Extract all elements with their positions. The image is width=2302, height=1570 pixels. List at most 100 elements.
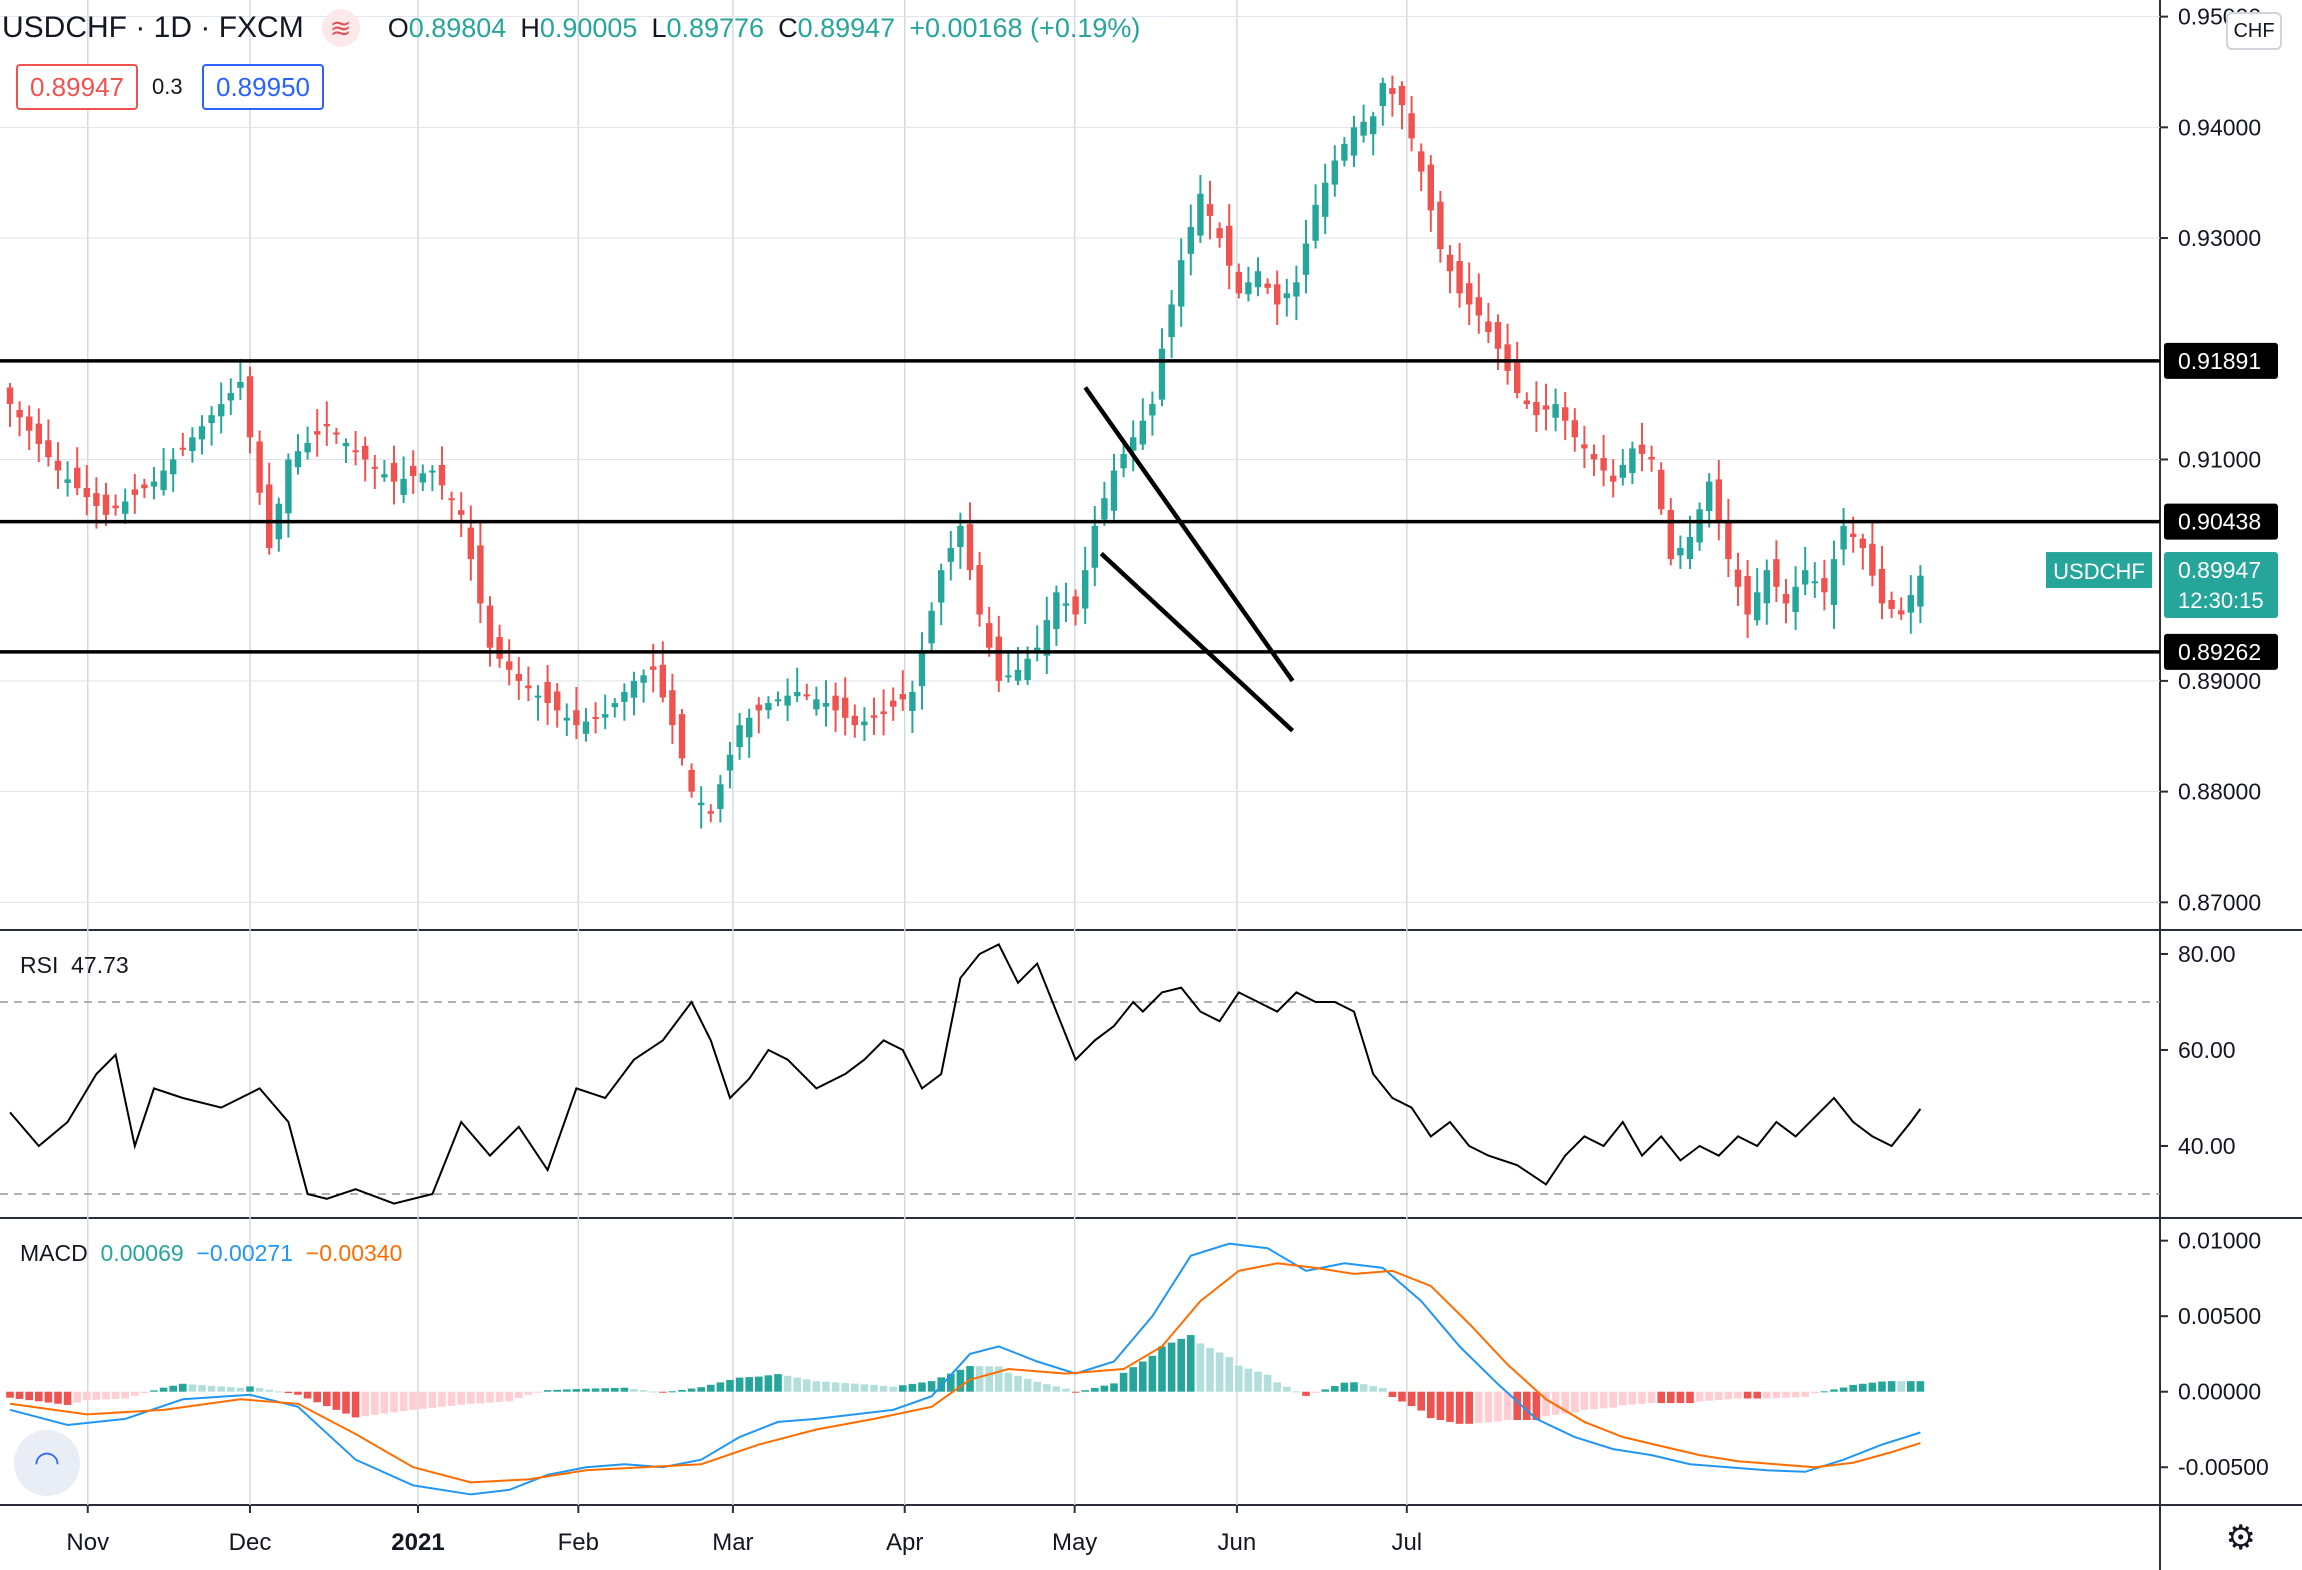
candle-body[interactable]: [1322, 182, 1329, 217]
candle-body[interactable]: [1696, 509, 1703, 543]
candle-body[interactable]: [150, 481, 158, 487]
candle-body[interactable]: [957, 525, 964, 548]
candle-body[interactable]: [1235, 271, 1242, 294]
candle-body[interactable]: [1648, 456, 1655, 460]
candle-body[interactable]: [659, 664, 666, 698]
candle-body[interactable]: [1187, 226, 1194, 254]
candle-body[interactable]: [160, 470, 167, 491]
candle-body[interactable]: [1658, 469, 1665, 510]
candle-body[interactable]: [256, 441, 263, 493]
candle-body[interactable]: [1754, 592, 1761, 621]
candle-body[interactable]: [563, 717, 570, 721]
candle-body[interactable]: [832, 695, 839, 711]
candle-body[interactable]: [707, 811, 714, 814]
sell-price-button[interactable]: 0.89947: [16, 64, 138, 110]
candle-body[interactable]: [64, 479, 71, 483]
candle-body[interactable]: [1197, 193, 1204, 236]
candle-body[interactable]: [381, 474, 388, 478]
candle-body[interactable]: [1811, 581, 1818, 584]
candle-body[interactable]: [669, 690, 676, 726]
candle-body[interactable]: [1840, 525, 1847, 550]
candle-body[interactable]: [1091, 525, 1098, 568]
candle-body[interactable]: [429, 470, 436, 473]
candle-body[interactable]: [909, 691, 916, 711]
candle-body[interactable]: [1898, 610, 1905, 615]
candle-body[interactable]: [1859, 538, 1866, 549]
candle-body[interactable]: [1101, 498, 1108, 520]
candle-body[interactable]: [352, 450, 359, 453]
candle-body[interactable]: [122, 501, 129, 514]
candle-body[interactable]: [861, 721, 868, 726]
candle-body[interactable]: [890, 700, 897, 707]
candle-body[interactable]: [774, 699, 782, 702]
candle-body[interactable]: [102, 494, 110, 515]
candle-body[interactable]: [698, 802, 705, 806]
candle-body[interactable]: [83, 487, 90, 498]
candle-body[interactable]: [1274, 284, 1281, 305]
candle-body[interactable]: [765, 703, 772, 711]
candle-body[interactable]: [1283, 293, 1290, 299]
trendline[interactable]: [1099, 551, 1295, 733]
candle-body[interactable]: [525, 685, 532, 689]
candle-body[interactable]: [928, 610, 935, 644]
candle-body[interactable]: [1485, 321, 1492, 333]
candle-body[interactable]: [938, 570, 945, 603]
candle-body[interactable]: [35, 423, 42, 444]
candle-body[interactable]: [1581, 444, 1588, 449]
candle-body[interactable]: [410, 465, 417, 477]
candle-body[interactable]: [784, 695, 791, 706]
candle-body[interactable]: [1120, 453, 1127, 469]
candle-body[interactable]: [6, 387, 14, 405]
candle-body[interactable]: [1379, 83, 1386, 107]
candle-body[interactable]: [170, 459, 177, 475]
candle-body[interactable]: [1293, 282, 1300, 297]
candle-body[interactable]: [1552, 404, 1559, 418]
settings-gear-icon[interactable]: ⚙: [2225, 1519, 2256, 1557]
candle-body[interactable]: [986, 623, 993, 648]
candle-body[interactable]: [448, 498, 455, 501]
candle-body[interactable]: [1744, 575, 1751, 615]
candle-body[interactable]: [74, 467, 81, 489]
candle-body[interactable]: [1629, 448, 1636, 474]
candle-body[interactable]: [1562, 407, 1569, 421]
trendline[interactable]: [1083, 386, 1295, 683]
candle-body[interactable]: [1062, 603, 1070, 606]
candle-body[interactable]: [1245, 282, 1252, 295]
candle-body[interactable]: [1408, 113, 1415, 139]
candle-body[interactable]: [1869, 543, 1876, 576]
candle-body[interactable]: [227, 393, 234, 401]
candle-body[interactable]: [678, 714, 686, 759]
candle-body[interactable]: [1302, 243, 1310, 275]
candle-body[interactable]: [1082, 570, 1089, 609]
candle-body[interactable]: [141, 484, 148, 489]
candle-body[interactable]: [1456, 261, 1463, 294]
candle-body[interactable]: [1398, 85, 1406, 106]
candle-body[interactable]: [1571, 420, 1578, 438]
buy-price-button[interactable]: 0.89950: [202, 64, 324, 110]
candle-body[interactable]: [554, 691, 561, 711]
candle-body[interactable]: [237, 381, 244, 388]
candle-body[interactable]: [323, 423, 330, 427]
candle-body[interactable]: [717, 784, 724, 809]
candle-body[interactable]: [1389, 88, 1396, 95]
candle-body[interactable]: [803, 694, 810, 697]
candle-body[interactable]: [390, 462, 398, 482]
candle-body[interactable]: [54, 460, 62, 471]
candle-body[interactable]: [880, 711, 887, 715]
candle-body[interactable]: [1427, 164, 1434, 211]
candle-body[interactable]: [1677, 548, 1684, 556]
symbol-title[interactable]: USDCHF · 1D · FXCM: [2, 11, 304, 44]
candle-body[interactable]: [1888, 600, 1895, 609]
candle-body[interactable]: [1542, 405, 1550, 410]
candle-body[interactable]: [1773, 559, 1780, 587]
candle-body[interactable]: [1053, 592, 1060, 629]
rsi-line[interactable]: [9, 943, 1922, 1205]
candle-body[interactable]: [899, 694, 906, 700]
candle-body[interactable]: [198, 426, 206, 440]
candle-body[interactable]: [995, 636, 1002, 681]
candle-body[interactable]: [467, 527, 474, 560]
candle-body[interactable]: [1139, 420, 1146, 445]
candle-body[interactable]: [1370, 116, 1377, 135]
candle-body[interactable]: [45, 440, 52, 458]
